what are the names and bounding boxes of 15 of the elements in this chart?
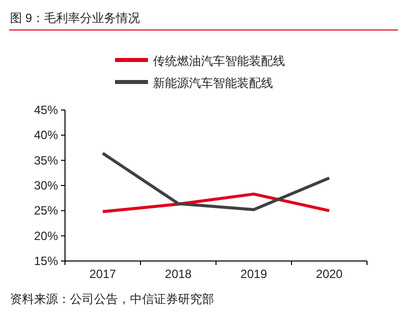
x-tick-label: 2018 [164, 267, 192, 281]
x-tick-label: 2017 [89, 267, 116, 281]
y-tick-label: 40% [34, 128, 58, 142]
x-tick-label: 2020 [316, 267, 343, 281]
x-tick-label: 2019 [240, 267, 268, 281]
y-tick-label: 20% [34, 228, 58, 243]
text: 资料来源：公司公告，中信证券研究部 [10, 292, 214, 306]
title: 图 9：毛利率分业务情况 [10, 11, 140, 25]
y-tick-label: 35% [34, 153, 58, 168]
legend-label: 传统燃油汽车智能装配线 [153, 54, 285, 68]
y-tick-label: 15% [34, 254, 58, 268]
legend-label: 新能源汽车智能装配线 [153, 76, 273, 90]
y-tick-label: 30% [34, 178, 58, 192]
y-tick-label: 25% [34, 204, 58, 218]
y-tick-label: 45% [34, 103, 58, 117]
